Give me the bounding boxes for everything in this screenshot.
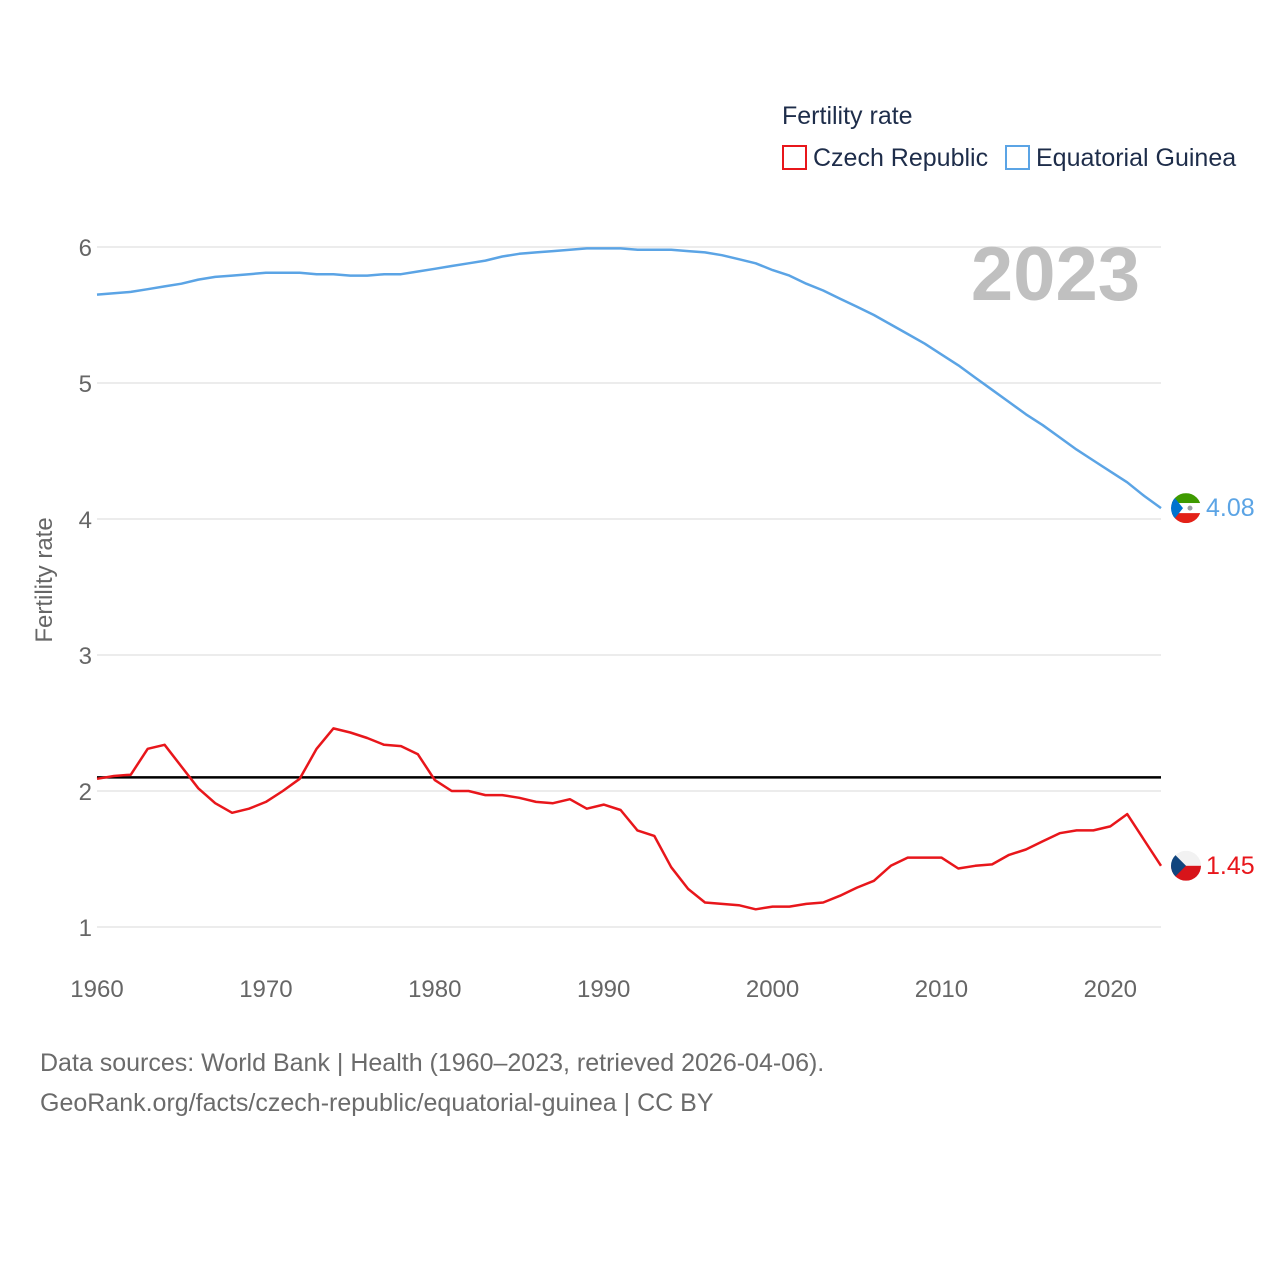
x-tick-label: 1990 [577,976,630,1003]
grid-lines [97,246,1161,928]
czech-republic-flag-icon [1171,850,1201,881]
y-tick-label: 5 [79,371,92,398]
legend-swatch-czech-republic [782,145,807,170]
legend-item-equatorial-guinea[interactable]: Equatorial Guinea [1005,144,1236,172]
data-sources-text: Data sources: World Bank | Health (1960–… [40,1049,825,1077]
y-axis-title: Fertility rate [31,517,58,642]
x-tick-label: 2000 [746,976,799,1003]
legend-title: Fertility rate [782,102,913,130]
x-tick-label: 2020 [1084,976,1137,1003]
fertility-chart: 1 2 3 4 5 6 1960 1970 1980 1990 2000 2010 2020 Fert… [31,102,1255,1003]
x-axis-ticks: 1960 1970 1980 1990 2000 2010 2020 [70,976,1137,1003]
x-tick-label: 1980 [408,976,461,1003]
y-tick-label: 2 [79,779,92,806]
legend-label-czech-republic: Czech Republic [813,144,988,172]
y-tick-label: 3 [79,643,92,670]
y-axis-ticks: 1 2 3 4 5 6 [79,235,92,942]
y-tick-label: 1 [79,915,92,942]
footer: Data sources: World Bank | Health (1960–… [40,1043,824,1123]
x-tick-label: 1960 [70,976,123,1003]
series-line-czech-republic [96,727,1163,911]
year-watermark: 2023 [971,232,1140,317]
legend-item-czech-republic[interactable]: Czech Republic [782,144,988,172]
y-tick-label: 6 [79,235,92,262]
end-value-equatorial-guinea: 4.08 [1206,494,1255,522]
x-tick-label: 1970 [239,976,292,1003]
equatorial-guinea-flag-icon [1171,493,1201,524]
series-line-equatorial-guinea [96,247,1162,510]
source-url-text: GeoRank.org/facts/czech-republic/equator… [40,1089,714,1117]
y-tick-label: 4 [79,507,92,534]
x-tick-label: 2010 [915,976,968,1003]
legend-swatch-equatorial-guinea [1005,145,1030,170]
end-value-czech-republic: 1.45 [1206,852,1255,880]
legend-label-equatorial-guinea: Equatorial Guinea [1036,144,1236,172]
legend: Fertility rate Czech Republic Equatorial… [782,102,1236,172]
